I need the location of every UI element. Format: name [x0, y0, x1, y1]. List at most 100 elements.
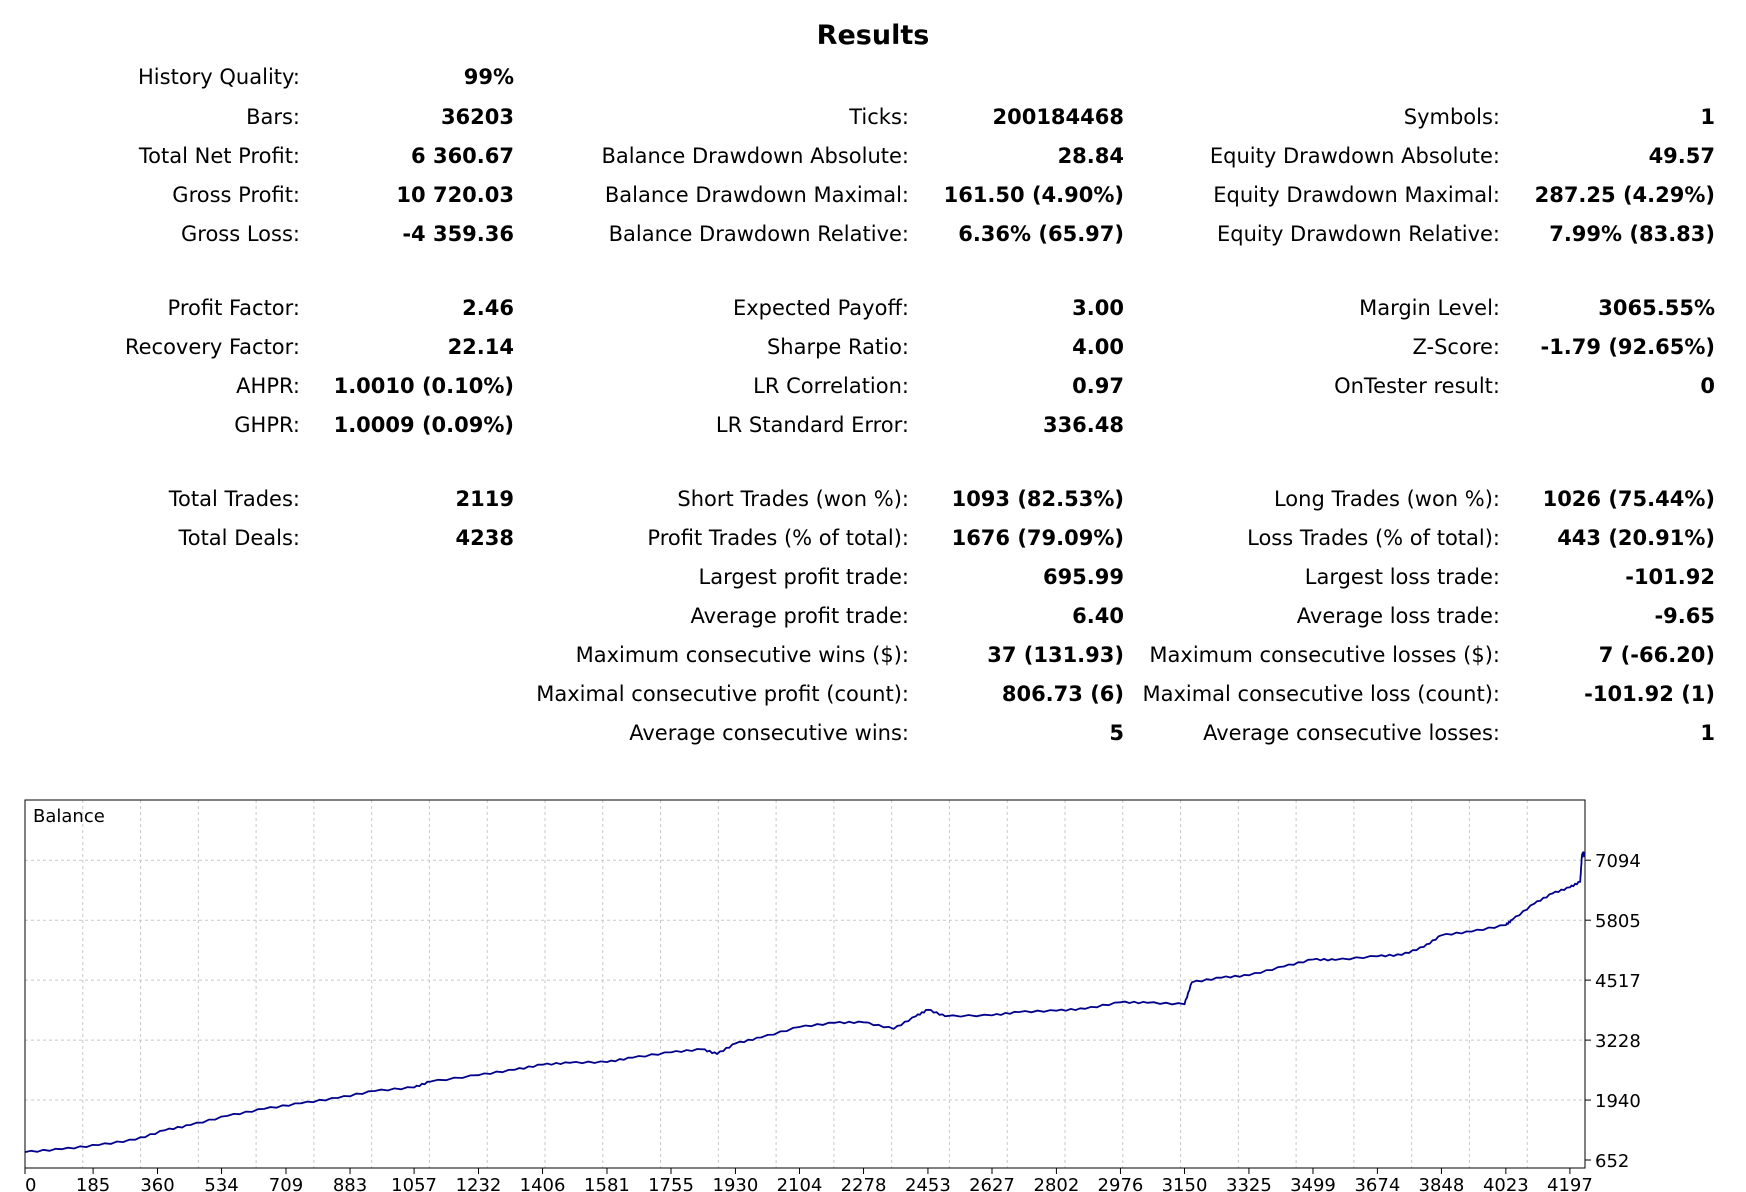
stat-label: Maximal consecutive profit (count):	[536, 682, 909, 706]
x-tick-label: 3674	[1354, 1175, 1400, 1192]
stat-label: Maximal consecutive loss (count):	[1142, 682, 1500, 706]
stat-value: 1093 (82.53%)	[951, 487, 1124, 511]
x-tick-label: 1930	[713, 1175, 759, 1192]
stat-value: 4238	[455, 526, 514, 550]
stat-value: 10 720.03	[396, 183, 514, 207]
x-tick-label: 360	[140, 1175, 174, 1192]
stat-value: -1.79 (92.65%)	[1540, 335, 1715, 359]
stat-value: 3065.55%	[1598, 296, 1715, 320]
stat-value: 99%	[463, 65, 514, 89]
stat-label: Margin Level:	[1359, 296, 1500, 320]
stat-value: 695.99	[1042, 565, 1124, 589]
x-tick-label: 1057	[391, 1175, 437, 1192]
stat-value: 0.97	[1072, 374, 1124, 398]
x-tick-label: 1232	[456, 1175, 502, 1192]
stat-value: 0	[1700, 374, 1715, 398]
stat-label: Average consecutive losses:	[1203, 721, 1500, 745]
x-tick-label: 2278	[841, 1175, 887, 1192]
stat-value: 443 (20.91%)	[1557, 526, 1715, 550]
balance-chart: 652 1940 3228 4517 5805 7094 0 185 360 534 709 883 1…	[0, 795, 1746, 1192]
stat-value: 28.84	[1057, 144, 1124, 168]
stat-label: Profit Factor:	[167, 296, 300, 320]
stat-value: 1	[1700, 105, 1715, 129]
stat-label: Average profit trade:	[690, 604, 909, 628]
stat-label: Equity Drawdown Maximal:	[1213, 183, 1500, 207]
stat-label: Long Trades (won %):	[1273, 487, 1500, 511]
stat-label: Symbols:	[1403, 105, 1500, 129]
stat-label: Gross Loss:	[181, 222, 300, 246]
y-tick-label: 5805	[1595, 911, 1641, 932]
stat-value: -101.92 (1)	[1584, 682, 1715, 706]
x-tick-label: 185	[76, 1175, 110, 1192]
stat-value: 6 360.67	[411, 144, 514, 168]
stat-value: 200184468	[992, 105, 1124, 129]
stat-label: Loss Trades (% of total):	[1247, 526, 1500, 550]
y-tick-label: 1940	[1595, 1091, 1641, 1112]
stat-value: 1	[1700, 721, 1715, 745]
x-tick-label: 2104	[777, 1175, 823, 1192]
stat-value: 287.25 (4.29%)	[1534, 183, 1715, 207]
stat-label: AHPR:	[236, 374, 300, 398]
x-tick-label: 4197	[1547, 1175, 1593, 1192]
stat-label: Maximum consecutive losses ($):	[1149, 643, 1500, 667]
x-tick-label: 1755	[648, 1175, 694, 1192]
balance-chart-svg: 652 1940 3228 4517 5805 7094 0 185 360 534 709 883 1…	[24, 799, 1641, 1192]
x-tick-label: 3150	[1162, 1175, 1208, 1192]
stat-value: 5	[1109, 721, 1124, 745]
y-tick-label: 652	[1595, 1151, 1629, 1172]
x-tick-label: 1581	[584, 1175, 630, 1192]
stat-label: Bars:	[246, 105, 300, 129]
x-tick-label: 0	[25, 1175, 36, 1192]
stat-label: Sharpe Ratio:	[766, 335, 909, 359]
x-tick-label: 1406	[520, 1175, 566, 1192]
x-tick-label: 2802	[1034, 1175, 1080, 1192]
stat-value: 6.40	[1072, 604, 1124, 628]
page-title: Results	[816, 20, 930, 51]
stat-value: 161.50 (4.90%)	[943, 183, 1124, 207]
x-tick-label: 4023	[1483, 1175, 1529, 1192]
plot-border	[24, 799, 1586, 1169]
stat-value: 336.48	[1042, 413, 1124, 437]
stat-label: Equity Drawdown Absolute:	[1209, 144, 1500, 168]
stat-value: -101.92	[1625, 565, 1715, 589]
stat-label: Total Net Profit:	[138, 144, 300, 168]
x-tick-label: 534	[204, 1175, 238, 1192]
stat-value: -9.65	[1654, 604, 1715, 628]
x-tick-label: 883	[333, 1175, 367, 1192]
stat-label: LR Standard Error:	[715, 413, 909, 437]
stat-label: Z-Score:	[1412, 335, 1501, 359]
stat-label: Total Trades:	[168, 487, 300, 511]
y-tick-label: 7094	[1595, 851, 1641, 872]
stat-value: 7.99% (83.83)	[1549, 222, 1715, 246]
stat-label: OnTester result:	[1334, 374, 1500, 398]
stat-label: Ticks:	[849, 105, 909, 129]
stat-label: LR Correlation:	[753, 374, 909, 398]
stat-label: Recovery Factor:	[124, 335, 300, 359]
stat-value: 6.36% (65.97)	[958, 222, 1124, 246]
stat-label: Balance Drawdown Relative:	[608, 222, 909, 246]
plot-area	[25, 800, 1585, 1168]
x-tick-label: 2627	[969, 1175, 1015, 1192]
y-tick-label: 4517	[1595, 971, 1641, 992]
stat-value: 1.0010 (0.10%)	[333, 374, 514, 398]
stat-label: Profit Trades (% of total):	[647, 526, 909, 550]
x-tick-label: 3499	[1290, 1175, 1336, 1192]
stat-value: 1676 (79.09%)	[951, 526, 1124, 550]
stat-label: Largest profit trade:	[698, 565, 909, 589]
stat-label: Average consecutive wins:	[629, 721, 909, 745]
x-tick-label: 709	[269, 1175, 303, 1192]
x-tick-label: 3325	[1226, 1175, 1272, 1192]
stat-value: 36203	[440, 105, 514, 129]
stat-label: Balance Drawdown Absolute:	[601, 144, 909, 168]
stat-value: 7 (-66.20)	[1598, 643, 1715, 667]
stat-label: Balance Drawdown Maximal:	[604, 183, 909, 207]
stat-label: Expected Payoff:	[732, 296, 909, 320]
stat-label: History Quality:	[138, 65, 300, 89]
y-tick-label: 3228	[1595, 1031, 1641, 1052]
stat-label: Gross Profit:	[172, 183, 300, 207]
stat-value: 2.46	[462, 296, 514, 320]
stat-value: 4.00	[1072, 335, 1124, 359]
stat-label: Equity Drawdown Relative:	[1216, 222, 1500, 246]
stat-label: Total Deals:	[178, 526, 300, 550]
stat-label: GHPR:	[234, 413, 300, 437]
